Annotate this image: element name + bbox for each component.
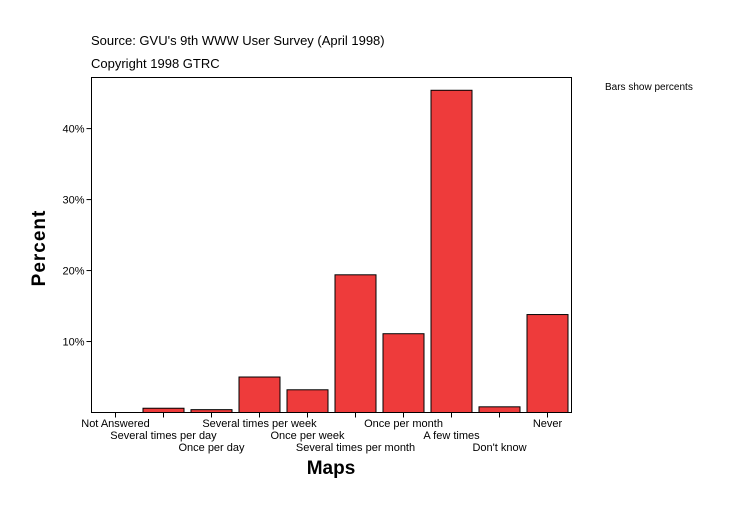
- bar: [382, 333, 425, 414]
- y-tick-label: 40%: [62, 124, 84, 136]
- y-tick-label: 10%: [62, 337, 84, 349]
- x-tick-label: Several times per month: [296, 442, 415, 454]
- x-tick-label: Once per day: [178, 442, 245, 454]
- x-tick-label: Several times per day: [110, 430, 217, 442]
- bar: [430, 89, 473, 413]
- y-tick-label: 20%: [62, 266, 84, 278]
- x-tick-label: A few times: [423, 430, 480, 442]
- x-tick-label: Several times per week: [202, 418, 317, 430]
- copyright-caption: Copyright 1998 GTRC: [91, 56, 220, 71]
- x-axis-title: Maps: [306, 458, 356, 479]
- x-tick-label: Never: [533, 418, 563, 430]
- bar: [334, 274, 377, 413]
- x-tick-label: Don't know: [472, 442, 526, 454]
- y-tick-label: 30%: [62, 195, 84, 207]
- y-axis-ticks: 10% 20% 30% 40%: [62, 124, 92, 349]
- x-tick-label: Not Answered: [81, 418, 149, 430]
- bar: [142, 407, 185, 413]
- x-tick-label: Once per week: [271, 430, 345, 442]
- plot-frame: [91, 77, 572, 413]
- x-tick-label: Once per month: [364, 418, 443, 430]
- bar: [238, 376, 281, 414]
- bars: [142, 89, 569, 414]
- bar: [190, 409, 233, 413]
- bar: [526, 314, 569, 413]
- bars-note: Bars show percents: [605, 82, 693, 93]
- bar: [478, 406, 521, 413]
- bar: [286, 389, 329, 414]
- source-caption: Source: GVU's 9th WWW User Survey (April…: [91, 33, 385, 48]
